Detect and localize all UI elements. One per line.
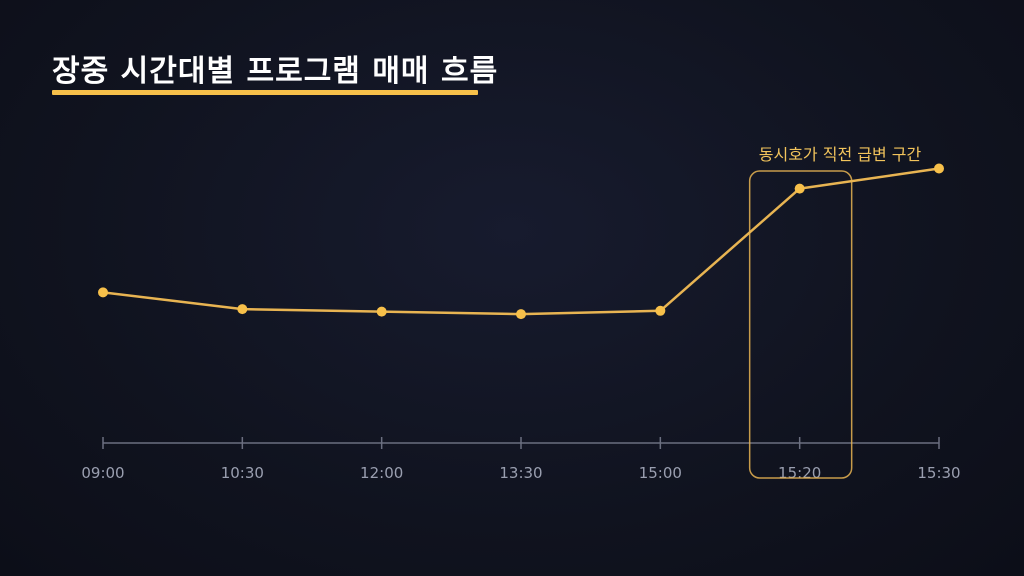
x-tick-label: 10:30 [221, 464, 264, 482]
data-point [516, 309, 526, 320]
x-tick-label: 09:00 [81, 464, 124, 482]
series-line [102, 167, 940, 316]
annotation-group: 동시호가 직전 급변 구간 [748, 145, 922, 479]
title-underline [52, 90, 478, 95]
x-tick-label: 13:30 [499, 464, 542, 482]
data-point [934, 163, 944, 174]
data-points [98, 163, 944, 320]
x-tick-label: 15:00 [639, 464, 682, 482]
highlight-box [748, 170, 853, 479]
x-tick-label: 15:30 [917, 464, 960, 482]
data-point [237, 304, 248, 315]
x-tick-label: 12:00 [360, 464, 403, 482]
data-point [794, 183, 805, 194]
x-axis-ticks: 09:00 10:30 12:00 13:30 15:00 15:20 15:30 [81, 437, 961, 482]
data-point [655, 305, 666, 316]
chart-title: 장중 시간대별 프로그램 매매 흐름 [52, 54, 499, 89]
data-point [376, 306, 387, 317]
annotation-label: 동시호가 직전 급변 구간 [759, 145, 922, 164]
data-point [98, 287, 108, 298]
x-tick-label: 15:20 [778, 464, 821, 482]
